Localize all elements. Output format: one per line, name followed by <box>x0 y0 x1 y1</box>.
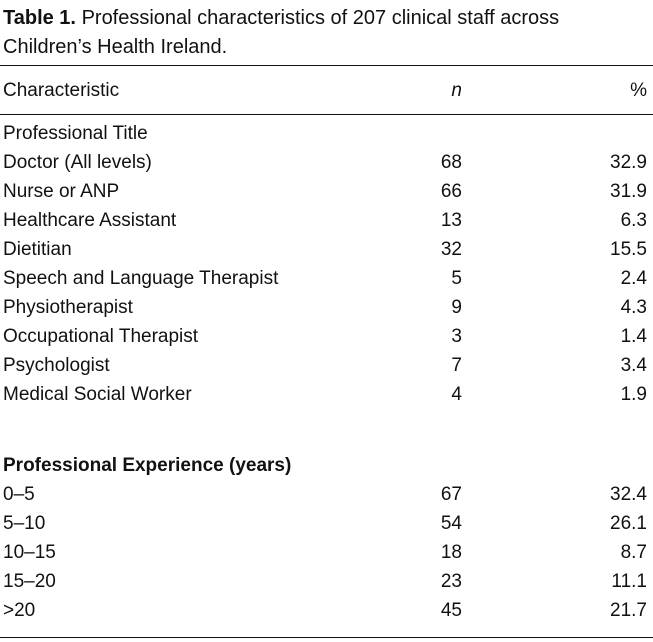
row-percent: 32.4 <box>610 483 647 505</box>
table-top-rule <box>0 65 653 66</box>
table-caption: Table 1. Professional characteristics of… <box>3 4 649 62</box>
row-n: 67 <box>440 483 462 505</box>
row-n: 5 <box>451 267 462 289</box>
header-n: n <box>451 80 462 101</box>
row-n: 66 <box>440 180 462 202</box>
row-label: Nurse or ANP <box>3 180 120 202</box>
row-percent: 31.9 <box>610 180 647 202</box>
row-label: Psychologist <box>3 354 110 376</box>
row-label: Dietitian <box>3 238 72 260</box>
row-n: 54 <box>440 512 462 534</box>
row-percent: 26.1 <box>610 512 647 534</box>
row-percent: 1.9 <box>620 383 647 405</box>
header-percent: % <box>630 80 647 101</box>
table-row: Physiotherapist 9 4.3 <box>3 293 647 322</box>
row-n: 7 <box>451 354 462 376</box>
table-header-row: Characteristic n % <box>3 76 647 106</box>
row-percent: 32.9 <box>610 151 647 173</box>
table-row: >20 45 21.7 <box>3 596 647 625</box>
group-title-professional-experience: Professional Experience (years) <box>3 455 292 476</box>
row-percent: 15.5 <box>610 238 647 260</box>
row-n: 18 <box>440 541 462 563</box>
table-bottom-rule <box>0 637 653 638</box>
row-n: 9 <box>451 296 462 318</box>
row-percent: 6.3 <box>620 209 647 231</box>
caption-label: Table 1. <box>3 7 76 29</box>
row-label: Occupational Therapist <box>3 325 199 347</box>
table-row: 0–5 67 32.4 <box>3 480 647 509</box>
group-rows-professional-title: Doctor (All levels) 68 32.9 Nurse or ANP… <box>3 148 647 409</box>
row-percent: 2.4 <box>620 267 647 289</box>
row-label: 0–5 <box>3 483 35 505</box>
table-row: Speech and Language Therapist 5 2.4 <box>3 264 647 293</box>
row-percent: 21.7 <box>610 599 647 621</box>
row-label: Doctor (All levels) <box>3 151 152 173</box>
group-title-professional-title: Professional Title <box>3 123 148 144</box>
table-row: 5–10 54 26.1 <box>3 509 647 538</box>
row-label: >20 <box>3 599 36 621</box>
group-rows-professional-experience: 0–5 67 32.4 5–10 54 26.1 10–15 18 8.7 15… <box>3 480 647 625</box>
row-n: 45 <box>440 599 462 621</box>
table-row: 10–15 18 8.7 <box>3 538 647 567</box>
row-label: Speech and Language Therapist <box>3 267 279 289</box>
row-n: 68 <box>440 151 462 173</box>
table-row: Nurse or ANP 66 31.9 <box>3 177 647 206</box>
row-percent: 11.1 <box>611 570 647 592</box>
table-row: Healthcare Assistant 13 6.3 <box>3 206 647 235</box>
table-row: Medical Social Worker 4 1.9 <box>3 380 647 409</box>
row-label: 5–10 <box>3 512 46 534</box>
row-n: 23 <box>440 570 462 592</box>
row-n: 13 <box>440 209 462 231</box>
table-header-rule <box>0 114 653 115</box>
table-row: Doctor (All levels) 68 32.9 <box>3 148 647 177</box>
row-n: 32 <box>440 238 462 260</box>
row-percent: 1.4 <box>620 325 647 347</box>
row-n: 3 <box>451 325 462 347</box>
row-percent: 4.3 <box>620 296 647 318</box>
row-percent: 3.4 <box>620 354 647 376</box>
row-label: Healthcare Assistant <box>3 209 177 231</box>
caption-text: Professional characteristics of 207 clin… <box>3 7 560 58</box>
row-label: 10–15 <box>3 541 56 563</box>
table-row: Occupational Therapist 3 1.4 <box>3 322 647 351</box>
row-n: 4 <box>451 383 462 405</box>
row-label: 15–20 <box>3 570 56 592</box>
header-characteristic: Characteristic <box>3 80 120 101</box>
row-label: Physiotherapist <box>3 296 133 318</box>
row-percent: 8.7 <box>620 541 647 563</box>
table-row: 15–20 23 11.1 <box>3 567 647 596</box>
row-label: Medical Social Worker <box>3 383 192 405</box>
table-row: Psychologist 7 3.4 <box>3 351 647 380</box>
table-row: Dietitian 32 15.5 <box>3 235 647 264</box>
